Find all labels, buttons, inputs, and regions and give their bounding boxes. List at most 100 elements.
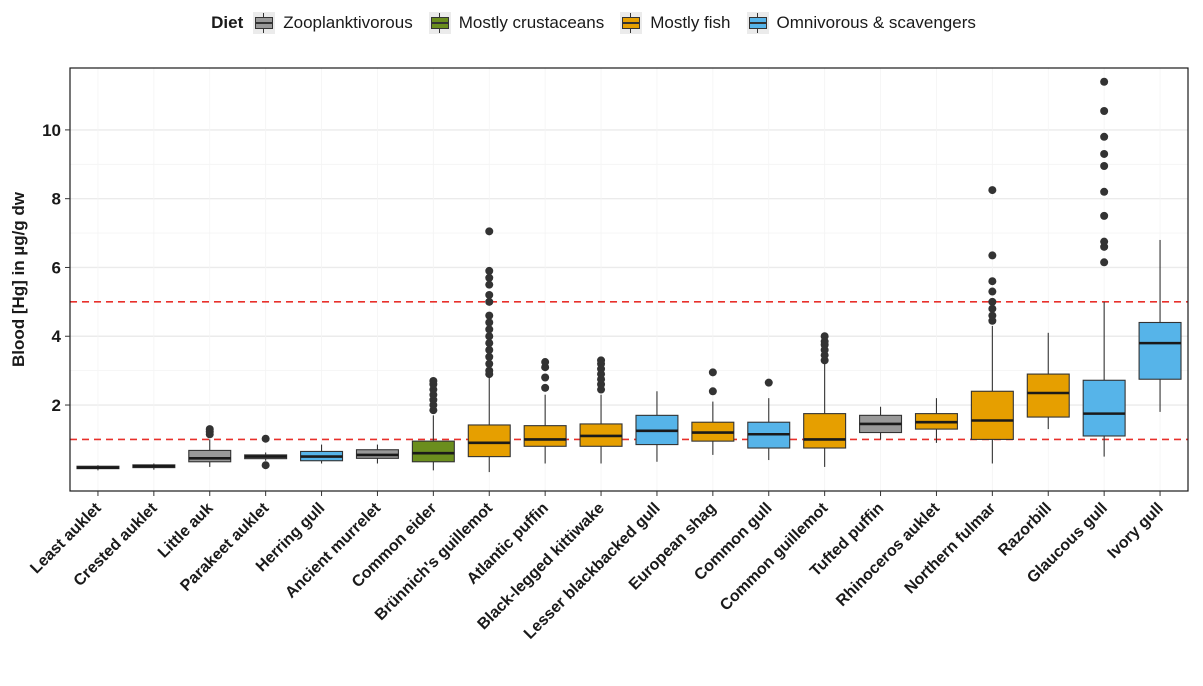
outlier-point [1100, 211, 1109, 220]
outlier-point [1100, 258, 1109, 267]
outlier-point [708, 387, 717, 396]
x-tick-label: Ivory gull [1105, 500, 1167, 562]
box-ancient-murrelet [355, 444, 399, 464]
outlier-point [764, 378, 773, 387]
box-iqr [188, 449, 232, 463]
outlier-point [485, 311, 494, 320]
plot-panel-border [69, 67, 1189, 492]
legend-key-icon [746, 12, 769, 34]
box-ivory-gull [1138, 239, 1182, 412]
outlier-point [1100, 106, 1109, 115]
outlier-point [541, 373, 550, 382]
legend: Diet Zooplanktivorous Mostly crustaceans… [0, 8, 1203, 38]
box-iqr [411, 440, 455, 463]
legend-item-label: Omnivorous & scavengers [776, 13, 976, 32]
box-iqr [1138, 321, 1182, 380]
outlier-point [1100, 149, 1109, 158]
box-common-gull [747, 378, 791, 461]
y-axis-ticks: 2 4 6 8 10 [42, 121, 70, 415]
outlier-point [485, 266, 494, 275]
outlier-point [429, 376, 438, 385]
legend-item-mostly-crustaceans: Mostly crustaceans [428, 12, 605, 34]
box-iqr [467, 424, 511, 458]
box-iqr [1082, 379, 1126, 437]
legend-key-icon [620, 12, 643, 34]
outlier-point [988, 251, 997, 260]
legend-item-mostly-fish: Mostly fish [620, 12, 731, 34]
box-crested-auklet [132, 463, 176, 470]
x-tick-label: Rhinoceros auklet [833, 499, 944, 610]
outlier-point [597, 356, 606, 365]
y-tick-label: 4 [52, 327, 62, 346]
outlier-point [988, 311, 997, 320]
outlier-point [1100, 237, 1109, 246]
box-little-auk [188, 425, 232, 467]
y-tick-label: 10 [42, 121, 61, 140]
reference-lines [70, 301, 1188, 441]
outlier-point [485, 227, 494, 236]
outlier-point [1100, 187, 1109, 196]
outlier-point [988, 287, 997, 296]
legend-item-label: Mostly crustaceans [458, 13, 605, 32]
outlier-point [485, 273, 494, 282]
outlier-point [261, 434, 270, 443]
boxes [76, 77, 1182, 473]
box-iqr [1026, 373, 1070, 418]
box-atlantic-puffin [523, 358, 567, 464]
box-iqr [970, 390, 1014, 440]
x-tick-label: Razorbill [995, 500, 1055, 560]
outlier-point [485, 280, 494, 289]
outlier-point [485, 297, 494, 306]
outlier-point [988, 304, 997, 313]
legend-item-label: Zooplanktivorous [283, 13, 413, 32]
outlier-point [485, 359, 494, 368]
outlier-point [485, 346, 494, 354]
outlier-point [541, 383, 550, 392]
box-iqr [523, 425, 567, 447]
outlier-point [485, 366, 494, 375]
x-tick-label: Ancient murrelet [282, 499, 384, 601]
box-least-auklet [76, 465, 120, 471]
box-br-nnich-s-guillemot [467, 227, 511, 473]
x-tick-label: Common guillemot [717, 499, 832, 614]
box-lesser-blackbacked-gull [635, 391, 679, 462]
y-tick-label: 6 [52, 258, 61, 277]
box-herring-gull [300, 444, 344, 464]
legend-key-icon [428, 12, 451, 34]
legend-title: Diet [211, 13, 244, 32]
y-tick-label: 2 [52, 396, 61, 415]
box-common-eider [411, 376, 455, 471]
legend-item-zooplanktivorous: Zooplanktivorous [253, 12, 413, 34]
outlier-point [1100, 162, 1109, 171]
box-tufted-puffin [859, 406, 903, 440]
box-black-legged-kittiwake [579, 356, 623, 464]
box-glaucous-gull [1082, 77, 1126, 457]
legend-item-label: Mostly fish [650, 13, 731, 32]
box-rhinoceros-auklet [914, 398, 958, 443]
outlier-point [1100, 77, 1109, 86]
box-razorbill [1026, 332, 1070, 430]
legend-item-omnivorous-scavengers: Omnivorous & scavengers [746, 12, 976, 34]
y-axis-title: Blood [Hg] in µg/g dw [9, 191, 28, 367]
outlier-point [485, 352, 494, 361]
outlier-point [261, 461, 270, 470]
outlier-point [820, 332, 829, 341]
outlier-point [988, 186, 997, 195]
box-european-shag [691, 368, 735, 455]
grid-lines [70, 68, 1188, 491]
outlier-point [541, 358, 550, 367]
outlier-point [988, 297, 997, 306]
y-tick-label: 8 [52, 190, 61, 209]
outlier-point [988, 277, 997, 286]
outlier-point [485, 339, 494, 348]
outlier-point [485, 290, 494, 299]
box-northern-fulmar [970, 186, 1014, 464]
legend-key-icon [253, 12, 276, 34]
outlier-point [485, 325, 494, 334]
outlier-point [205, 425, 214, 434]
outlier-point [1100, 132, 1109, 141]
outlier-point [708, 368, 717, 377]
outlier-point [485, 332, 494, 341]
box-iqr [803, 413, 847, 449]
